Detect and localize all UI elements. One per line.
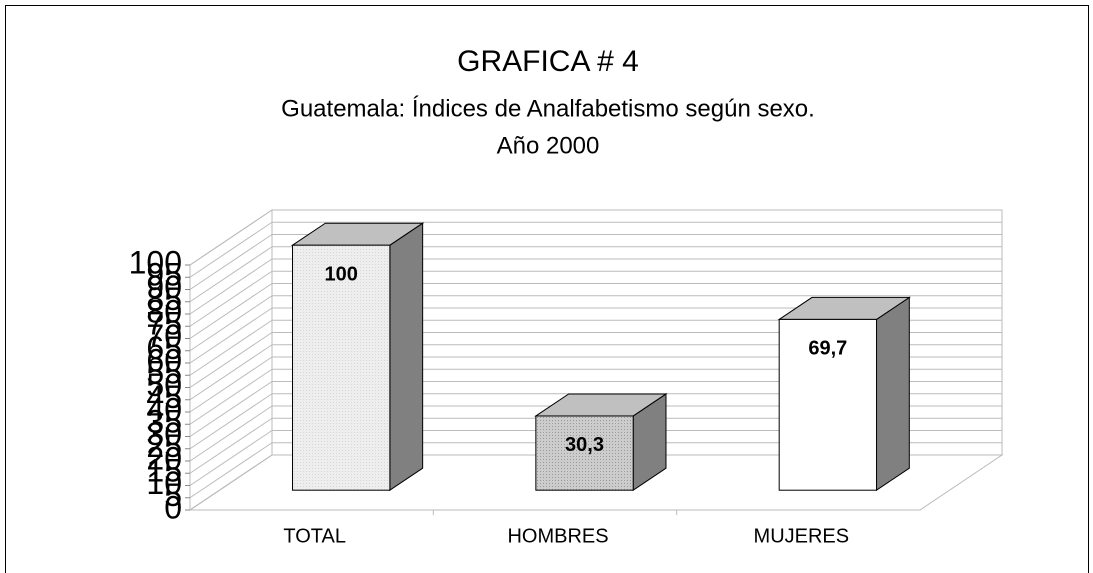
- data-label: 30,3: [565, 434, 604, 456]
- y-tick-label: 60: [146, 342, 182, 378]
- y-tick-label: 45: [146, 379, 182, 415]
- bar: [778, 318, 878, 491]
- x-tick-label: HOMBRES: [507, 525, 608, 547]
- y-tick-label: 20: [146, 440, 182, 476]
- y-tick-label: 40: [146, 391, 182, 427]
- y-tick-label: 65: [146, 330, 182, 366]
- y-tick-label: 80: [146, 293, 182, 329]
- grid-line: [189, 246, 273, 303]
- chart-subtitle: Año 2000: [497, 132, 600, 159]
- chart-subtitle: Guatemala: Índices de Analfabetismo segú…: [281, 95, 815, 122]
- grid-line: [189, 430, 273, 486]
- grid-line: [189, 319, 273, 376]
- y-tick-label: 50: [146, 367, 182, 403]
- grid-line: [189, 381, 273, 437]
- grid-line: [189, 356, 273, 413]
- grid-line: [189, 368, 273, 425]
- bar-texture: [535, 415, 634, 491]
- bar-side: [389, 222, 424, 492]
- grid-line: [189, 270, 273, 327]
- grid-line: [189, 209, 273, 266]
- y-tick-label: 30: [146, 416, 182, 452]
- y-tick-label: 55: [146, 355, 182, 391]
- y-tick-label: 5: [164, 477, 182, 513]
- grid-line: [189, 307, 273, 364]
- grid-line: [189, 258, 273, 315]
- y-tick-label: 85: [146, 281, 182, 317]
- y-tick-label: 15: [146, 453, 182, 489]
- y-tick-label: 70: [146, 318, 182, 354]
- grid-line: [189, 234, 273, 290]
- y-tick-label: 95: [146, 257, 182, 293]
- grid-line: [189, 417, 273, 474]
- grid-line: [189, 332, 273, 388]
- bar-texture: [292, 245, 390, 491]
- x-tick-label: TOTAL: [283, 525, 346, 547]
- grid-line: [189, 283, 273, 339]
- grid-line: [189, 442, 273, 499]
- grid-line: [189, 221, 273, 278]
- y-tick-label: 100: [129, 244, 182, 280]
- grid-line: [189, 344, 273, 401]
- data-label: 69,7: [808, 338, 847, 360]
- y-tick-label: 0: [164, 489, 182, 525]
- data-label: 100: [324, 263, 357, 285]
- bar-side: [876, 296, 910, 492]
- grid-line: [189, 405, 273, 462]
- chart-title: GRAFICA # 4: [457, 45, 639, 78]
- y-tick-label: 10: [146, 465, 182, 501]
- x-tick-label: MUJERES: [754, 525, 850, 547]
- y-tick-label: 35: [146, 404, 182, 440]
- grid-line: [189, 454, 273, 511]
- grid-line: [189, 295, 273, 352]
- grid-line: [189, 393, 273, 450]
- y-tick-label: 25: [146, 428, 182, 464]
- y-tick-label: 75: [146, 306, 182, 342]
- y-tick-label: 90: [146, 269, 182, 305]
